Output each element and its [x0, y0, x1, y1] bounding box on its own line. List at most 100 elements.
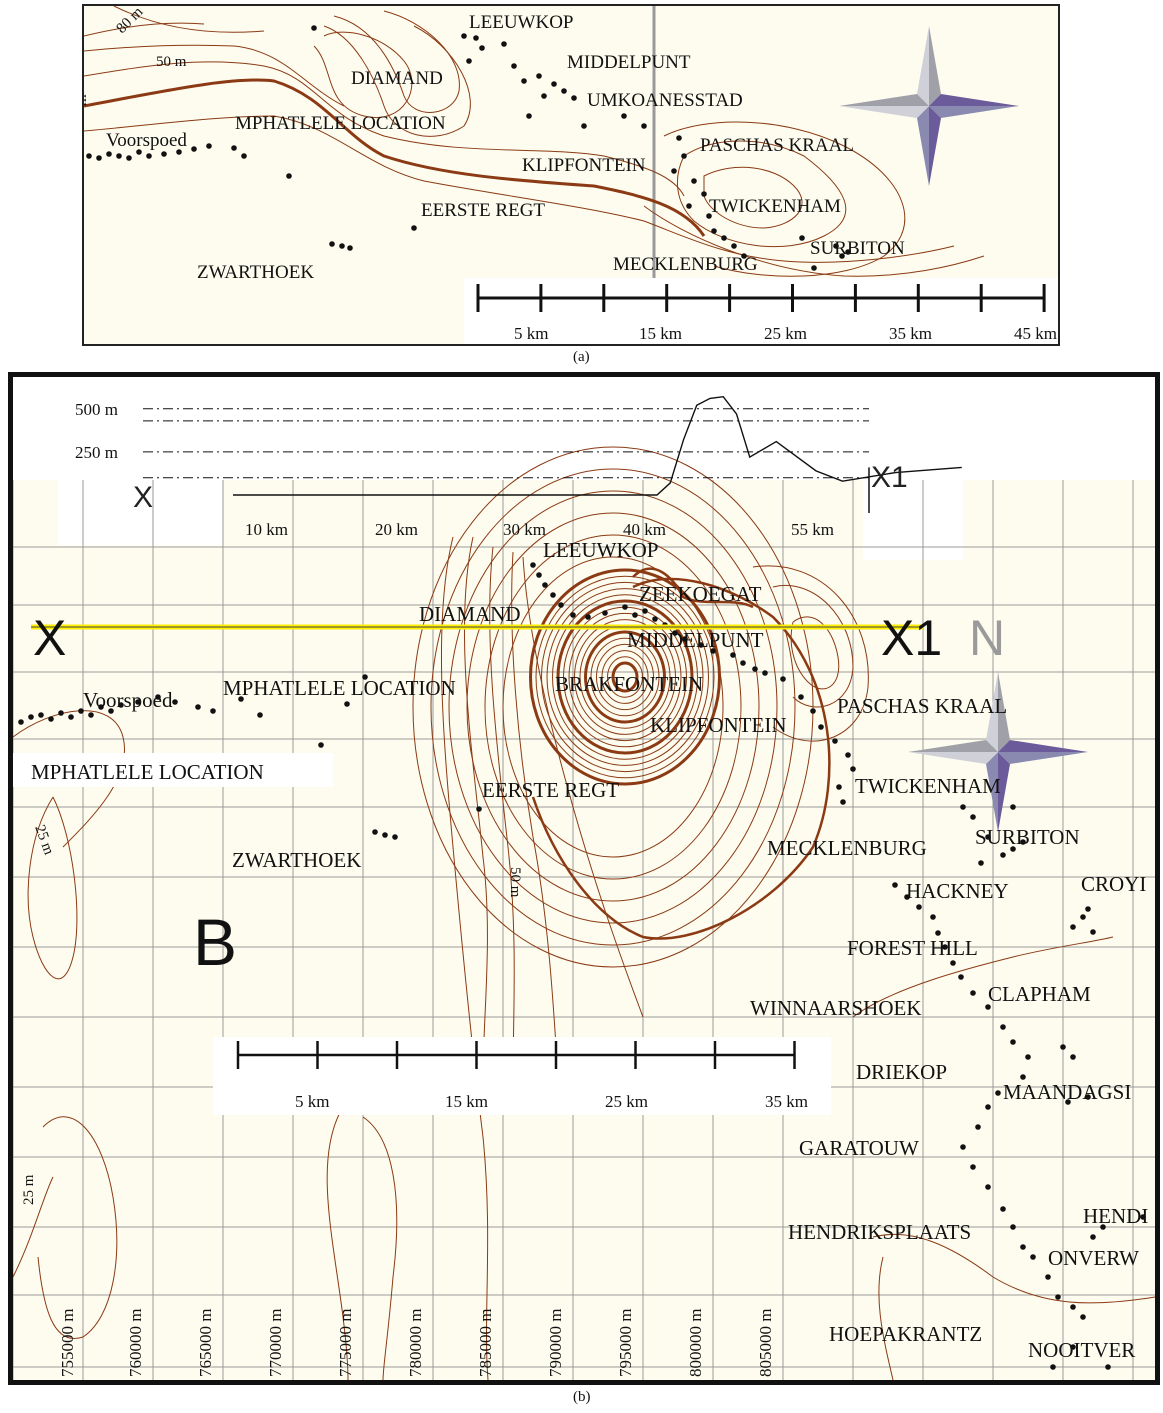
- scale-label: 45 km: [1014, 324, 1057, 343]
- profile-x-label: 55 km: [791, 520, 834, 539]
- place-label: KLIPFONTEIN: [650, 713, 787, 737]
- easting-label: 760000 m: [126, 1309, 145, 1377]
- place-label: GARATOUW: [799, 1136, 919, 1160]
- profile-y-label: 500 m: [75, 400, 118, 419]
- place-label: NOOITVER: [1028, 1338, 1135, 1362]
- place-label: MIDDELPUNT: [627, 628, 764, 652]
- place-label: HENDI: [1083, 1204, 1148, 1228]
- profile-x-label: 10 km: [245, 520, 288, 539]
- place-label: DIAMAND: [351, 68, 443, 89]
- easting-label: 765000 m: [196, 1309, 215, 1377]
- map-b-contour-labels: 25 m50 m25 m: [21, 823, 523, 1205]
- place-label: LEEUWKOP: [469, 12, 573, 33]
- contour-label: m: [84, 94, 90, 106]
- map-b-scale-bar: 5 km 15 km 25 km 35 km: [236, 1041, 808, 1111]
- profile-x-label: 30 km: [503, 520, 546, 539]
- easting-label: 755000 m: [58, 1309, 77, 1377]
- place-label: FOREST HILL: [847, 936, 978, 960]
- easting-label: 775000 m: [336, 1309, 355, 1377]
- place-label: HOEPAKRANTZ: [829, 1322, 982, 1346]
- contour-label: 80 m: [114, 6, 147, 37]
- place-label: ZEEKOEGAT: [639, 582, 762, 606]
- place-label: EERSTE REGT: [482, 778, 619, 802]
- place-label: MECKLENBURG: [767, 836, 927, 860]
- profile-y-label: 250 m: [75, 443, 118, 462]
- place-label: EERSTE REGT: [421, 200, 545, 221]
- map-panel-a: 5 km 15 km 25 km 35 km 45 km LEEUWKOP MIDDELP…: [82, 4, 1060, 346]
- caption-a: (a): [573, 349, 590, 365]
- place-label: ZWARTHOEK: [197, 262, 314, 283]
- place-label: LEEUWKOP: [543, 538, 658, 562]
- map-a-contours: [84, 6, 985, 277]
- section-start-label: X: [33, 610, 66, 666]
- scale-label: 35 km: [889, 324, 932, 343]
- map-panel-b: 500 m 250 m 10 km 20 km 30 km 40 km 55 km X X1 5…: [8, 372, 1160, 1385]
- map-b-canvas: 500 m 250 m 10 km 20 km 30 km 40 km 55 km X X1 5…: [13, 377, 1155, 1380]
- map-b-easting-labels: 755000 m 760000 m 765000 m 770000 m 775000 m…: [58, 1309, 775, 1377]
- compass-rose-icon: [908, 672, 1088, 832]
- place-label: DIAMAND: [419, 602, 521, 626]
- place-label: MAANDAGSI: [1003, 1080, 1131, 1104]
- scale-label: 25 km: [764, 324, 807, 343]
- place-label: MIDDELPUNT: [567, 52, 691, 73]
- easting-label: 770000 m: [266, 1309, 285, 1377]
- place-label: BRAKFONTEIN: [555, 672, 703, 696]
- elevation-profile: 500 m 250 m 10 km 20 km 30 km 40 km 55 km X X1: [75, 395, 962, 539]
- scale-label: 15 km: [639, 324, 682, 343]
- place-label: CLAPHAM: [988, 982, 1091, 1006]
- easting-label: 780000 m: [406, 1309, 425, 1377]
- profile-x-label: 40 km: [623, 520, 666, 539]
- map-b-contours: [13, 446, 1155, 1380]
- map-b-scale-background: [213, 1037, 831, 1115]
- contour-label: 50 m: [507, 867, 523, 898]
- place-label: PASCHAS KRAAL: [837, 694, 1007, 718]
- place-label: TWICKENHAM: [709, 196, 841, 217]
- easting-label: 800000 m: [686, 1309, 705, 1377]
- easting-label: 805000 m: [756, 1309, 775, 1377]
- scale-label: 35 km: [765, 1092, 808, 1111]
- profile-end-label: X1: [871, 461, 908, 494]
- section-end-label: X1: [881, 610, 942, 666]
- place-label: KLIPFONTEIN: [522, 155, 646, 176]
- place-label: MECKLENBURG: [613, 254, 758, 275]
- easting-label: 785000 m: [476, 1309, 495, 1377]
- map-a-scale-bar: 5 km 15 km 25 km 35 km 45 km: [476, 284, 1057, 343]
- place-label: ZWARTHOEK: [232, 848, 361, 872]
- place-label: UMKOANESSTAD: [587, 90, 743, 111]
- map-b-place-labels: LEEUWKOP ZEEKOEGAT DIAMAND MIDDELPUNT BRAKFO…: [31, 538, 1148, 1362]
- contour-label: 25 m: [21, 1174, 37, 1205]
- place-label: DRIEKOP: [856, 1060, 947, 1084]
- profile-x-label: 20 km: [375, 520, 418, 539]
- place-label: WINNAARSHOEK: [750, 996, 922, 1020]
- place-label: MPHATLELE LOCATION: [235, 113, 446, 134]
- place-label: Voorspoed: [83, 688, 173, 712]
- scale-label: 5 km: [295, 1092, 329, 1111]
- place-label: SURBITON: [810, 238, 905, 259]
- place-label: MPHATLELE LOCATION: [31, 760, 264, 784]
- place-label: SURBITON: [975, 825, 1080, 849]
- place-label: Voorspoed: [106, 130, 187, 151]
- map-a-canvas: 5 km 15 km 25 km 35 km 45 km LEEUWKOP MIDDELP…: [84, 6, 1058, 344]
- place-label: TWICKENHAM: [855, 774, 1001, 798]
- scale-label: 25 km: [605, 1092, 648, 1111]
- easting-label: 790000 m: [546, 1309, 565, 1377]
- map-a-settlement-dots: [86, 25, 851, 271]
- place-label: CROYI: [1081, 872, 1146, 896]
- caption-b: (b): [573, 1389, 591, 1405]
- place-label: ONVERW: [1048, 1246, 1139, 1270]
- place-label: MPHATLELE LOCATION: [223, 676, 456, 700]
- map-a-scale-background: [464, 278, 1058, 344]
- contour-label: 50 m: [156, 54, 187, 70]
- compass-rose-icon: [839, 26, 1019, 186]
- place-label: HACKNEY: [906, 879, 1009, 903]
- scale-label: 5 km: [514, 324, 548, 343]
- place-label: PASCHAS KRAAL: [700, 135, 854, 156]
- area-letter: B: [193, 905, 237, 979]
- profile-start-label: X: [133, 481, 153, 514]
- map-a-place-labels: LEEUWKOP MIDDELPUNT DIAMAND UMKOANESSTAD MPH…: [106, 12, 905, 283]
- scale-label: 15 km: [445, 1092, 488, 1111]
- easting-label: 795000 m: [616, 1309, 635, 1377]
- north-label: N: [969, 610, 1005, 666]
- map-b-grid: [13, 480, 1155, 1380]
- profile-line: [233, 395, 962, 496]
